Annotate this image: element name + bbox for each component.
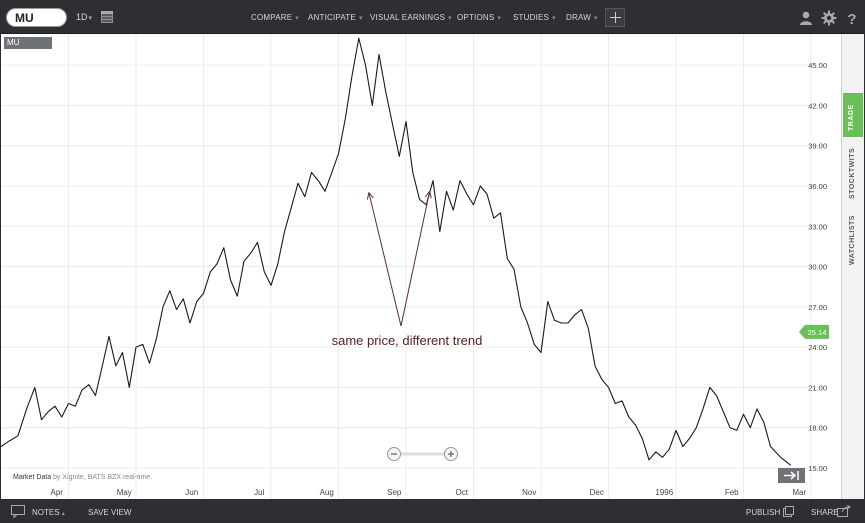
chevron-down-icon: ▾ (448, 15, 452, 22)
menu-studies[interactable]: STUDIES ▾ (513, 13, 556, 22)
notes-label: NOTES (32, 508, 60, 517)
menu-studies-label: STUDIES (513, 13, 550, 22)
last-price-label: 25.14 (808, 328, 827, 337)
x-tick-label: Aug (320, 488, 334, 497)
y-tick-label: 18.00 (808, 424, 827, 433)
last-price-tag (799, 324, 829, 339)
notes-icon[interactable] (11, 505, 25, 518)
menu-compare-label: COMPARE (251, 13, 293, 22)
chart-area[interactable]: 15.00 18.00 21.00 24.00 27.00 30.00 33.00 36.00… (1, 34, 841, 499)
annotation-arrow-head (366, 191, 374, 200)
y-tick-label: 42.00 (808, 101, 827, 110)
price-chart[interactable]: 15.00 18.00 21.00 24.00 27.00 30.00 33.00 36.00… (1, 34, 841, 499)
symbol-tag: MU (4, 37, 52, 49)
publish-icon[interactable] (783, 506, 794, 517)
top-toolbar: 1D▾ COMPARE▾ ANTICIPATE▾ VISUAL EARNINGS… (1, 1, 864, 34)
menu-options-label: OPTIONS (457, 13, 495, 22)
y-tick-label: 30.00 (808, 263, 827, 272)
user-icon[interactable] (798, 10, 814, 26)
y-tick-label: 15.00 (808, 464, 827, 473)
interval-dropdown[interactable]: 1D▾ (76, 12, 92, 22)
share-label: SHARE (811, 508, 839, 517)
y-tick-label: 36.00 (808, 182, 827, 191)
chevron-down-icon: ▾ (593, 15, 598, 22)
menu-anticipate[interactable]: ANTICIPATE ▾ (308, 13, 363, 22)
price-series-line (1, 37, 792, 466)
y-tick-label: 27.00 (808, 303, 827, 312)
share-button[interactable]: SHARE (811, 508, 839, 517)
x-tick-label: Feb (725, 488, 739, 497)
interval-label: 1D (76, 12, 88, 22)
menu-options[interactable]: OPTIONS ▾ (457, 13, 501, 22)
x-tick-label: May (117, 488, 132, 497)
menu-visual-earnings[interactable]: VISUAL EARNINGS ▾ (370, 13, 452, 22)
chevron-down-icon: ▾ (358, 15, 363, 22)
menu-visual-earnings-label: VISUAL EARNINGS (370, 13, 446, 22)
x-tick-label: Apr (51, 488, 64, 497)
y-tick-label: 39.00 (808, 142, 827, 151)
annotation-arrow (400, 191, 431, 327)
x-tick-label: 1996 (655, 488, 673, 497)
tab-stocktwits[interactable]: STOCKTWITS (849, 147, 856, 199)
annotation-arrow (368, 192, 402, 327)
menu-draw[interactable]: DRAW ▾ (566, 13, 598, 22)
y-tick-label: 21.00 (808, 383, 827, 392)
help-icon[interactable]: ? (844, 10, 860, 26)
notes-button[interactable]: NOTES ▴ (32, 508, 65, 517)
publish-label: PUBLISH (746, 508, 781, 517)
publish-button[interactable]: PUBLISH (746, 508, 780, 517)
y-tick-label: 24.00 (808, 343, 827, 352)
y-tick-label: 33.00 (808, 222, 827, 231)
save-view-button[interactable]: SAVE VIEW (88, 508, 132, 517)
x-tick-label: Jun (185, 488, 198, 497)
market-data-credit: Market Data by Xignite, BATS BZX real-ti… (13, 474, 152, 481)
credit-text: by Xignite, BATS BZX real-time. (51, 474, 153, 481)
annotation-text: same price, different trend (332, 333, 483, 348)
x-tick-label: Oct (456, 488, 469, 497)
side-panel (841, 34, 864, 499)
gear-icon[interactable] (821, 10, 837, 26)
chevron-down-icon: ▾ (88, 15, 93, 22)
calendar-icon[interactable] (101, 11, 113, 23)
arrow-right-icon (784, 471, 799, 480)
menu-draw-label: DRAW (566, 13, 591, 22)
x-tick-label: Nov (522, 488, 536, 497)
chevron-down-icon: ▾ (497, 15, 502, 22)
x-tick-label: Mar (792, 488, 806, 497)
x-tick-label: Dec (590, 488, 604, 497)
symbol-search-input[interactable] (6, 8, 67, 27)
tab-trade[interactable] (843, 93, 863, 137)
menu-anticipate-label: ANTICIPATE (308, 13, 356, 22)
tab-trade-label: TRADE (848, 104, 855, 131)
bottom-toolbar: NOTES ▴ SAVE VIEW PUBLISH SHARE (1, 499, 864, 522)
share-icon[interactable] (837, 505, 851, 517)
x-tick-label: Sep (387, 488, 402, 497)
y-tick-label: 45.00 (808, 61, 827, 70)
svg-text:?: ? (847, 11, 856, 26)
chevron-down-icon: ▾ (295, 15, 299, 22)
chevron-up-icon: ▴ (61, 511, 65, 517)
chevron-down-icon: ▾ (552, 15, 556, 22)
annotation-arrow-head (424, 190, 432, 199)
menu-compare[interactable]: COMPARE ▾ (251, 13, 299, 22)
crosshair-icon[interactable] (605, 8, 625, 27)
credit-prefix: Market Data (13, 474, 52, 481)
x-tick-label: Jul (254, 488, 264, 497)
tab-watchlists[interactable]: WATCHLISTS (849, 215, 856, 265)
